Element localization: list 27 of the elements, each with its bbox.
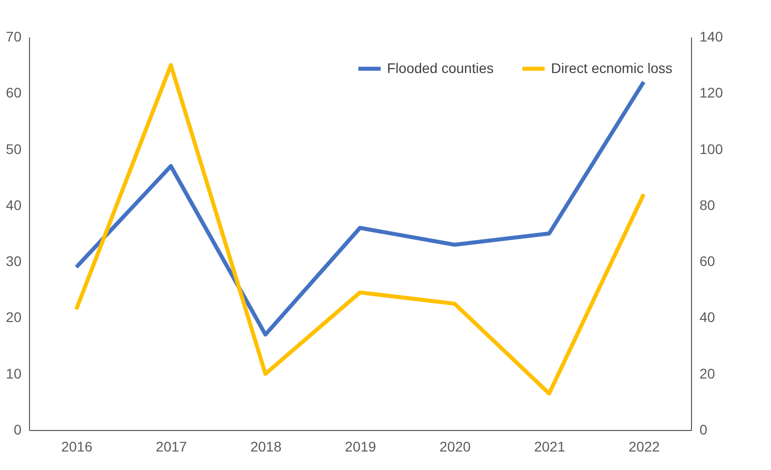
line-series [74, 80, 646, 337]
x-tick-label: 2018 [250, 438, 282, 454]
y-tick-label: 60 [6, 84, 22, 101]
y2-tick-label: 60 [700, 253, 716, 270]
y-tick-label: 20 [6, 309, 22, 326]
y2-tick-label: 80 [700, 196, 716, 213]
x-tick-label: 2020 [439, 438, 471, 454]
legend-label: Direct ecnomic loss [551, 60, 672, 76]
y2-tick-label: 100 [700, 140, 724, 157]
x-tick-label: 2016 [61, 438, 93, 454]
y2-tick-label: 0 [700, 422, 708, 438]
y-tick-label: 70 [6, 28, 22, 44]
y2-tick-label: 40 [700, 309, 716, 326]
x-tick-label: 2017 [156, 438, 188, 454]
line-series [74, 63, 646, 396]
y-tick-label: 50 [6, 140, 22, 157]
y-tick-label: 0 [14, 422, 22, 438]
y-tick-label: 40 [6, 196, 22, 213]
x-tick-label: 2019 [344, 438, 376, 454]
y2-tick-label: 140 [700, 28, 724, 44]
x-tick-label: 2021 [534, 438, 566, 454]
y-tick-label: 30 [6, 253, 22, 270]
legend-label: Flooded counties [387, 60, 494, 76]
x-tick-label: 2022 [628, 438, 660, 454]
y2-tick-label: 120 [700, 84, 724, 101]
y-tick-label: 10 [6, 365, 22, 382]
y2-tick-label: 20 [700, 365, 716, 382]
